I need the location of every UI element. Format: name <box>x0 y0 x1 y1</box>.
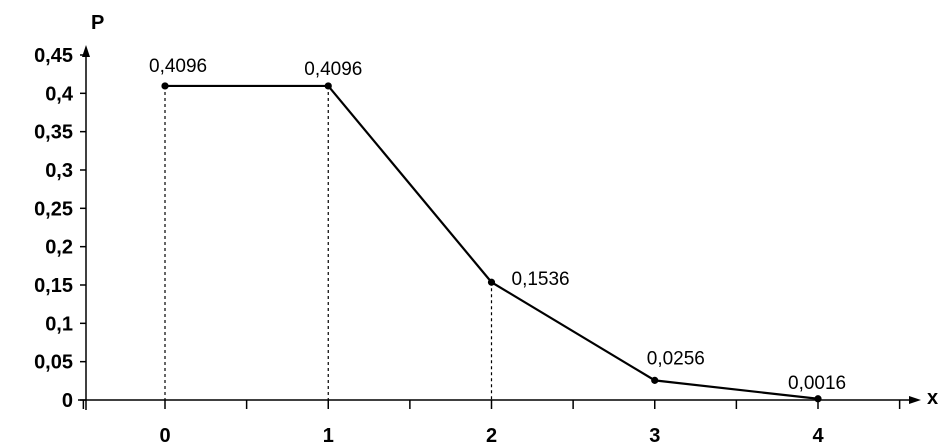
y-tick-label: 0,4 <box>45 83 74 105</box>
data-point <box>487 278 496 286</box>
droplines <box>164 85 493 400</box>
series-line <box>165 84 819 400</box>
x-tick-label: 1 <box>323 425 334 445</box>
data-point <box>324 82 332 90</box>
y-tick-label: 0,3 <box>45 160 73 182</box>
x-tick-label: 0 <box>159 425 170 445</box>
y-axis-label: P <box>91 12 104 34</box>
x-axis-arrow-icon <box>909 396 921 404</box>
data-label: 0,1536 <box>512 269 570 290</box>
x-axis-label: x <box>927 387 938 409</box>
y-tick-label: 0 <box>62 390 73 412</box>
series <box>161 82 822 403</box>
data-point <box>814 395 822 403</box>
y-tick-label: 0,2 <box>45 237 73 259</box>
y-tick-label: 0,15 <box>34 275 73 297</box>
x-tick-label: 2 <box>486 425 497 445</box>
x-tick-label: 3 <box>649 425 660 445</box>
data-label: 0,4096 <box>149 56 207 77</box>
data-point <box>161 82 169 90</box>
y-tick-label: 0,35 <box>34 122 73 144</box>
y-tick-label: 0,25 <box>34 198 73 220</box>
x-tick-label: 4 <box>812 425 824 445</box>
y-axis-arrow-icon <box>82 45 90 57</box>
y-tick-label: 0,1 <box>45 313 73 335</box>
y-tick-label: 0,45 <box>34 45 73 67</box>
data-label: 0,0016 <box>788 373 846 394</box>
labels: 0,4096 0,4096 0,1536 0,0256 0,0016 <box>149 56 846 394</box>
y-tick-label: 0,05 <box>34 352 73 374</box>
data-label: 0,4096 <box>304 59 362 80</box>
axes: Px 0 0,05 0,1 0,15 0,2 0,25 0,3 0,35 0,4 0,45 0 1 2 3 4 <box>34 12 938 445</box>
data-point <box>651 376 659 384</box>
data-label: 0,0256 <box>647 348 705 369</box>
